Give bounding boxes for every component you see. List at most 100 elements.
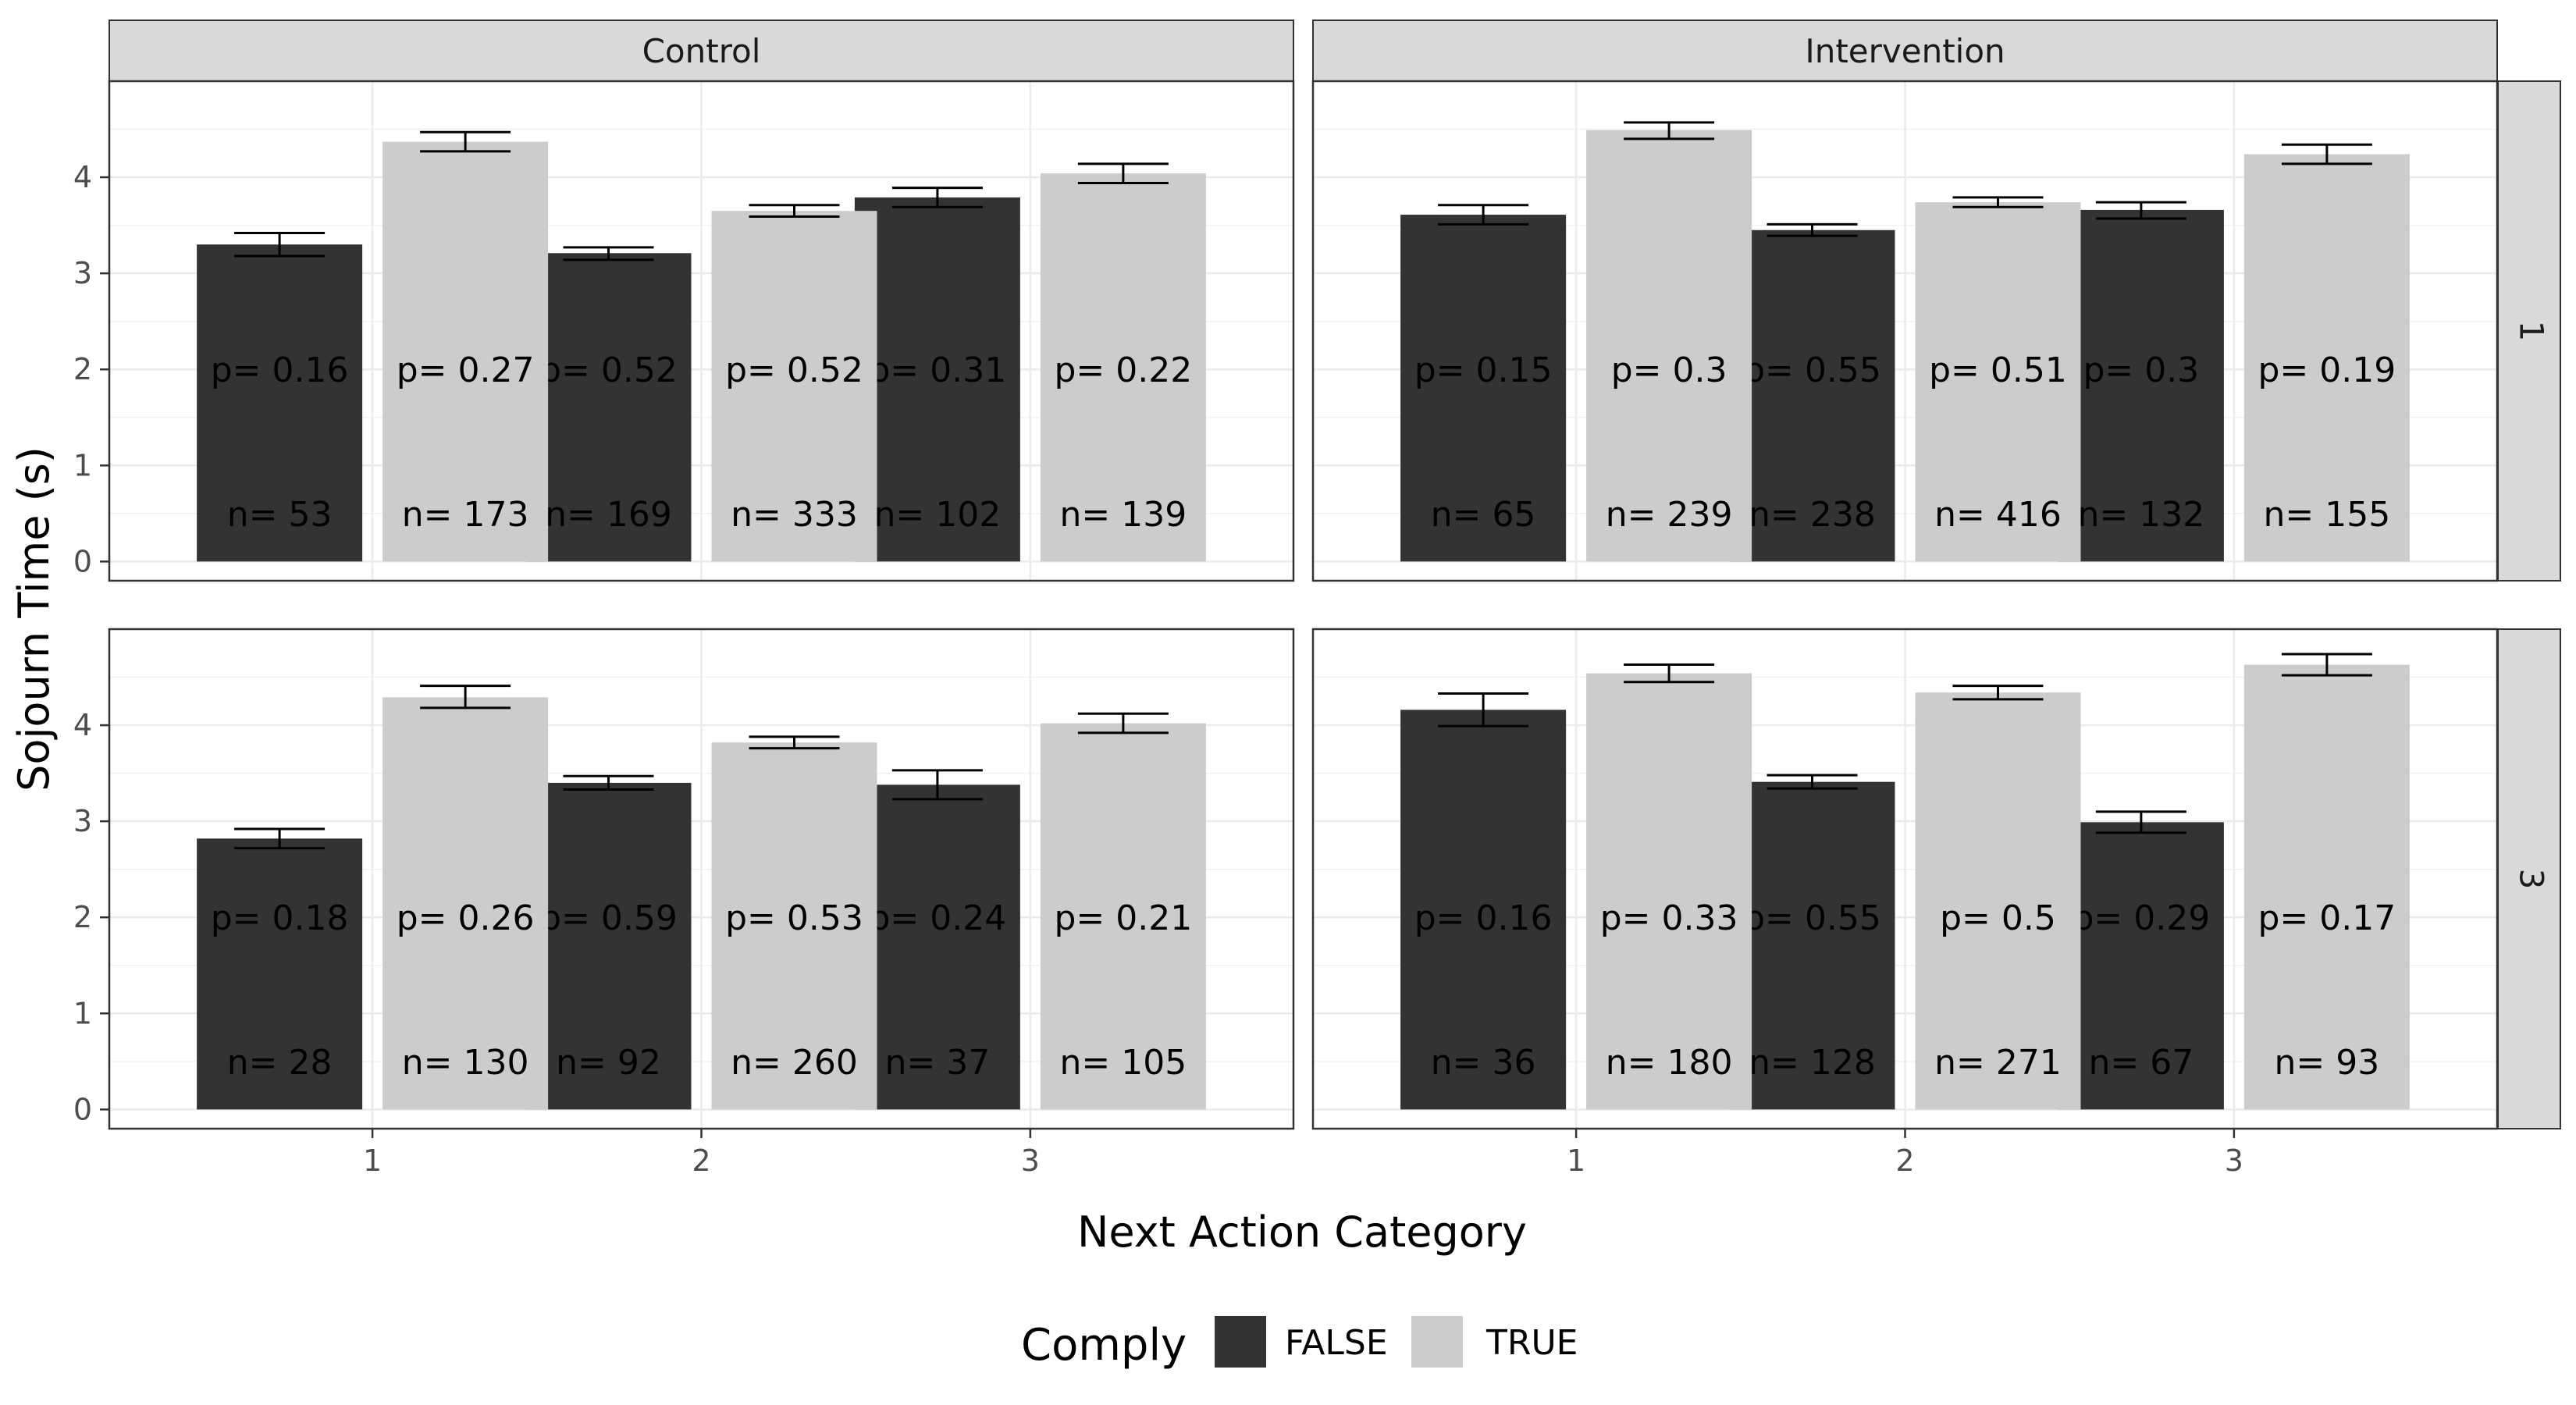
n-count-label: n= 271 xyxy=(1934,1043,2062,1083)
n-count-label: n= 260 xyxy=(731,1043,858,1083)
p-value-label: p= 0.15 xyxy=(1414,350,1553,390)
legend-label-false: FALSE xyxy=(1285,1323,1388,1363)
p-value-label: p= 0.55 xyxy=(1743,898,1881,938)
x-axis-title: Next Action Category xyxy=(1077,1208,1527,1257)
bar-false xyxy=(1729,229,1895,562)
p-value-label: p= 0.5 xyxy=(1940,898,2056,938)
n-count-label: n= 238 xyxy=(1749,495,1876,535)
p-value-label: p= 0.22 xyxy=(1055,350,1193,390)
bar-true xyxy=(1586,130,1752,562)
x-tick-label: 2 xyxy=(1895,1144,1914,1178)
strip-right-label: 3 xyxy=(2513,869,2551,890)
p-value-label: p= 0.18 xyxy=(211,898,349,938)
y-tick-label: 0 xyxy=(73,1092,92,1126)
bar-false xyxy=(854,197,1020,562)
p-value-label: p= 0.52 xyxy=(539,350,678,390)
p-value-label: p= 0.31 xyxy=(869,350,1007,390)
n-count-label: n= 105 xyxy=(1060,1043,1187,1083)
n-count-label: n= 169 xyxy=(545,495,672,535)
bar-true xyxy=(1040,173,1206,562)
p-value-label: p= 0.29 xyxy=(2073,898,2211,938)
p-value-label: p= 0.24 xyxy=(869,898,1007,938)
p-value-label: p= 0.33 xyxy=(1600,898,1738,938)
n-count-label: n= 37 xyxy=(885,1043,991,1083)
bar-true xyxy=(1586,673,1752,1110)
bar-false xyxy=(197,244,363,562)
strip-top-control xyxy=(109,20,1294,82)
bar-false xyxy=(1729,781,1895,1110)
p-value-label: p= 0.16 xyxy=(1414,898,1553,938)
legend: Comply FALSE TRUE xyxy=(1021,1316,1578,1371)
strip-top-label: Intervention xyxy=(1805,32,2005,70)
bar-true xyxy=(382,697,549,1110)
y-axis-title: Sojourn Time (s) xyxy=(9,446,59,791)
y-tick-label: 2 xyxy=(73,900,92,934)
bar-true xyxy=(2243,154,2410,562)
n-count-label: n= 132 xyxy=(2078,495,2205,535)
x-tick-label: 2 xyxy=(692,1144,710,1178)
bar-false xyxy=(2058,822,2224,1110)
y-tick-label: 2 xyxy=(73,352,92,386)
y-tick-label: 1 xyxy=(73,448,92,482)
panel-border xyxy=(1311,80,2499,582)
p-value-label: p= 0.16 xyxy=(211,350,349,390)
n-count-label: n= 67 xyxy=(2089,1043,2194,1083)
x-tick-label: 3 xyxy=(1021,1144,1040,1178)
p-value-label: p= 0.51 xyxy=(1929,350,2067,390)
strip-top-label: Control xyxy=(642,32,761,70)
bar-false xyxy=(854,784,1020,1110)
bar-true xyxy=(1040,723,1206,1110)
x-tick-label: 1 xyxy=(1567,1144,1585,1178)
bar-true xyxy=(1915,202,2081,562)
p-value-label: p= 0.53 xyxy=(725,898,863,938)
n-count-label: n= 333 xyxy=(731,495,858,535)
bar-false xyxy=(525,253,692,562)
n-count-label: n= 416 xyxy=(1934,495,2062,535)
legend-label-true: TRUE xyxy=(1485,1323,1578,1363)
bar-true xyxy=(711,742,877,1110)
bar-false xyxy=(525,782,692,1110)
p-value-label: p= 0.27 xyxy=(397,350,535,390)
bar-true xyxy=(711,211,877,562)
y-tick-label: 4 xyxy=(73,708,92,742)
bar-true xyxy=(2243,664,2410,1110)
y-tick-label: 1 xyxy=(73,996,92,1030)
n-count-label: n= 139 xyxy=(1060,495,1187,535)
bar-false xyxy=(1400,710,1567,1110)
panel-control-1: p= 0.16 n= 53 p= 0.52 n= 169 p= 0.31 n= 102 p=… xyxy=(73,80,1295,582)
x-tick-label: 1 xyxy=(363,1144,382,1178)
n-count-label: n= 130 xyxy=(402,1043,529,1083)
strip-right-3 xyxy=(2497,628,2561,1129)
p-value-label: p= 0.26 xyxy=(397,898,535,938)
y-tick-label: 3 xyxy=(73,804,92,838)
y-tick-label: 4 xyxy=(73,160,92,194)
p-value-label: p= 0.52 xyxy=(725,350,863,390)
n-count-label: n= 53 xyxy=(227,495,333,535)
bar-false xyxy=(1400,215,1567,562)
bar-false xyxy=(2058,209,2224,562)
bar-true xyxy=(382,141,549,562)
panel-control-3: p= 0.18 n= 28 p= 0.59 n= 92 p= 0.24 n= 37 p= 0… xyxy=(73,628,1295,1178)
n-count-label: n= 180 xyxy=(1606,1043,1733,1083)
p-value-label: p= 0.55 xyxy=(1743,350,1881,390)
strip-top-intervention xyxy=(1312,20,2498,82)
y-tick-label: 3 xyxy=(73,256,92,290)
bar-false xyxy=(197,838,363,1110)
p-value-label: p= 0.19 xyxy=(2258,350,2396,390)
p-value-label: p= 0.3 xyxy=(2083,350,2200,390)
strip-right-label: 1 xyxy=(2513,321,2551,342)
n-count-label: n= 128 xyxy=(1749,1043,1876,1083)
n-count-label: n= 92 xyxy=(556,1043,661,1083)
n-count-label: n= 28 xyxy=(227,1043,333,1083)
n-count-label: n= 65 xyxy=(1431,495,1536,535)
p-value-label: p= 0.59 xyxy=(539,898,678,938)
legend-key-true xyxy=(1411,1316,1463,1368)
y-tick-label: 0 xyxy=(73,544,92,578)
bar-true xyxy=(1915,692,2081,1110)
panel-intervention-1: p= 0.15 n= 65 p= 0.55 n= 238 p= 0.3 n= 132 p= … xyxy=(1311,80,2499,582)
n-count-label: n= 173 xyxy=(402,495,529,535)
panel-intervention-3: p= 0.16 n= 36 p= 0.55 n= 128 p= 0.29 n= 67 p= … xyxy=(1311,628,2499,1178)
n-count-label: n= 93 xyxy=(2275,1043,2380,1083)
